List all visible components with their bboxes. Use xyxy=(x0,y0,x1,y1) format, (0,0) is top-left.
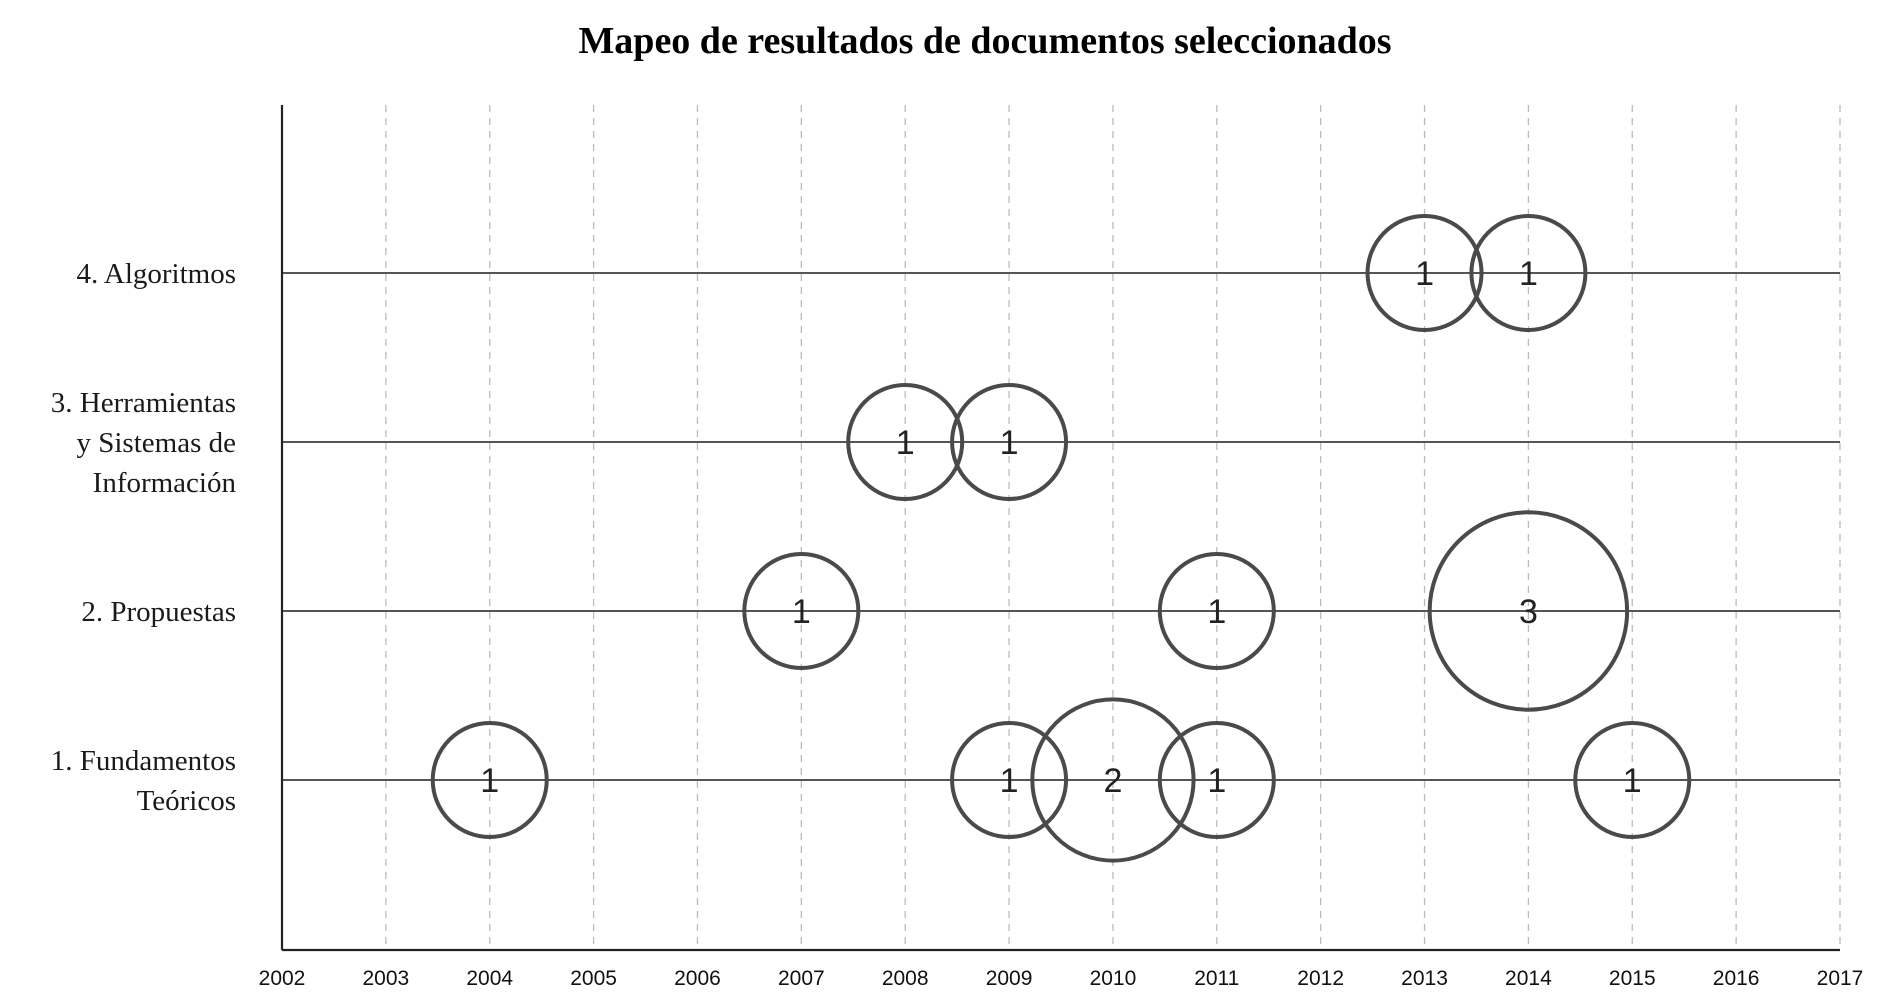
x-tick-2008: 2008 xyxy=(882,967,929,990)
bubble-circle xyxy=(950,383,1069,501)
bubble-2004-row-1: 1 xyxy=(430,721,549,839)
bubble-2010-row-1: 2 xyxy=(1030,697,1196,863)
category-rows xyxy=(282,272,1840,781)
category-label-line: Información xyxy=(93,467,237,499)
bubble-2014-row-2: 3 xyxy=(1427,510,1630,712)
category-label-line: 2. Propuestas xyxy=(81,596,236,628)
bubble-2009-row-3: 1 xyxy=(950,383,1069,501)
x-tick-2002: 2002 xyxy=(259,967,306,990)
category-label-line: 3. Herramientas xyxy=(51,387,236,419)
bubble-circle xyxy=(846,383,965,501)
bubble-2011-row-1: 1 xyxy=(1157,721,1276,839)
bubble-2014-row-4: 1 xyxy=(1469,214,1588,332)
category-label-line: Teóricos xyxy=(137,785,236,817)
bubbles: 1 1 2 1 1 1 1 3 1 1 1 1 xyxy=(430,214,1692,863)
bubble-circle xyxy=(1469,214,1588,332)
x-tick-2006: 2006 xyxy=(674,967,721,990)
axes xyxy=(280,105,1840,952)
x-tick-2013: 2013 xyxy=(1401,967,1448,990)
x-tick-2003: 2003 xyxy=(363,967,410,990)
category-label-3: 3. Herramientas y Sistemas de Información xyxy=(51,387,237,499)
bubble-value-label: 1 xyxy=(480,762,499,800)
chart-title: Mapeo de resultados de documentos selecc… xyxy=(578,20,1391,62)
bubble-2009-row-1: 1 xyxy=(950,721,1069,839)
x-tick-labels: 2002 2003 2004 2005 2006 2007 2008 2009 2010 2011… xyxy=(259,967,1864,990)
x-tick-2014: 2014 xyxy=(1505,967,1552,990)
category-label-4: 4. Algoritmos xyxy=(76,258,236,290)
x-tick-2012: 2012 xyxy=(1297,967,1344,990)
bubble-circle xyxy=(1030,697,1196,863)
bubble-circle xyxy=(950,721,1069,839)
bubble-2008-row-3: 1 xyxy=(846,383,965,501)
bubble-2011-row-2: 1 xyxy=(1157,552,1276,670)
x-tick-2016: 2016 xyxy=(1713,967,1760,990)
category-label-1: 1. Fundamentos Teóricos xyxy=(51,745,236,817)
bubble-circle xyxy=(1157,721,1276,839)
category-label-line: 4. Algoritmos xyxy=(76,258,236,290)
bubble-value-label: 1 xyxy=(1000,424,1019,462)
category-labels: 1. Fundamentos Teóricos 2. Propuestas 3. He… xyxy=(51,258,237,817)
bubble-value-label: 1 xyxy=(1207,762,1226,800)
category-label-line: y Sistemas de xyxy=(77,427,237,459)
bubble-value-label: 1 xyxy=(1623,762,1642,800)
bubble-2013-row-4: 1 xyxy=(1365,214,1484,332)
bubble-circle xyxy=(430,721,549,839)
bubble-2007-row-2: 1 xyxy=(742,552,861,670)
x-tick-2017: 2017 xyxy=(1817,967,1864,990)
x-tick-2007: 2007 xyxy=(778,967,825,990)
bubble-circle xyxy=(742,552,861,670)
bubble-value-label: 1 xyxy=(1000,762,1019,800)
x-tick-2011: 2011 xyxy=(1194,967,1239,990)
category-label-2: 2. Propuestas xyxy=(81,596,236,628)
x-tick-2005: 2005 xyxy=(570,967,617,990)
bubble-value-label: 1 xyxy=(896,424,915,462)
x-tick-2004: 2004 xyxy=(466,967,513,990)
category-label-line: 1. Fundamentos xyxy=(51,745,236,777)
bubble-2015-row-1: 1 xyxy=(1573,721,1692,839)
bubble-value-label: 1 xyxy=(1415,255,1434,293)
bubble-value-label: 1 xyxy=(792,593,811,631)
bubble-value-label: 2 xyxy=(1103,762,1122,800)
bubble-circle xyxy=(1157,552,1276,670)
bubble-circle xyxy=(1573,721,1692,839)
x-tick-2009: 2009 xyxy=(986,967,1033,990)
x-tick-2010: 2010 xyxy=(1090,967,1137,990)
bubble-value-label: 1 xyxy=(1207,593,1226,631)
bubble-circle xyxy=(1427,510,1630,712)
bubble-circle xyxy=(1365,214,1484,332)
x-tick-2015: 2015 xyxy=(1609,967,1656,990)
bubble-value-label: 3 xyxy=(1519,593,1538,631)
bubble-value-label: 1 xyxy=(1519,255,1538,293)
grid-layer xyxy=(385,105,1841,950)
